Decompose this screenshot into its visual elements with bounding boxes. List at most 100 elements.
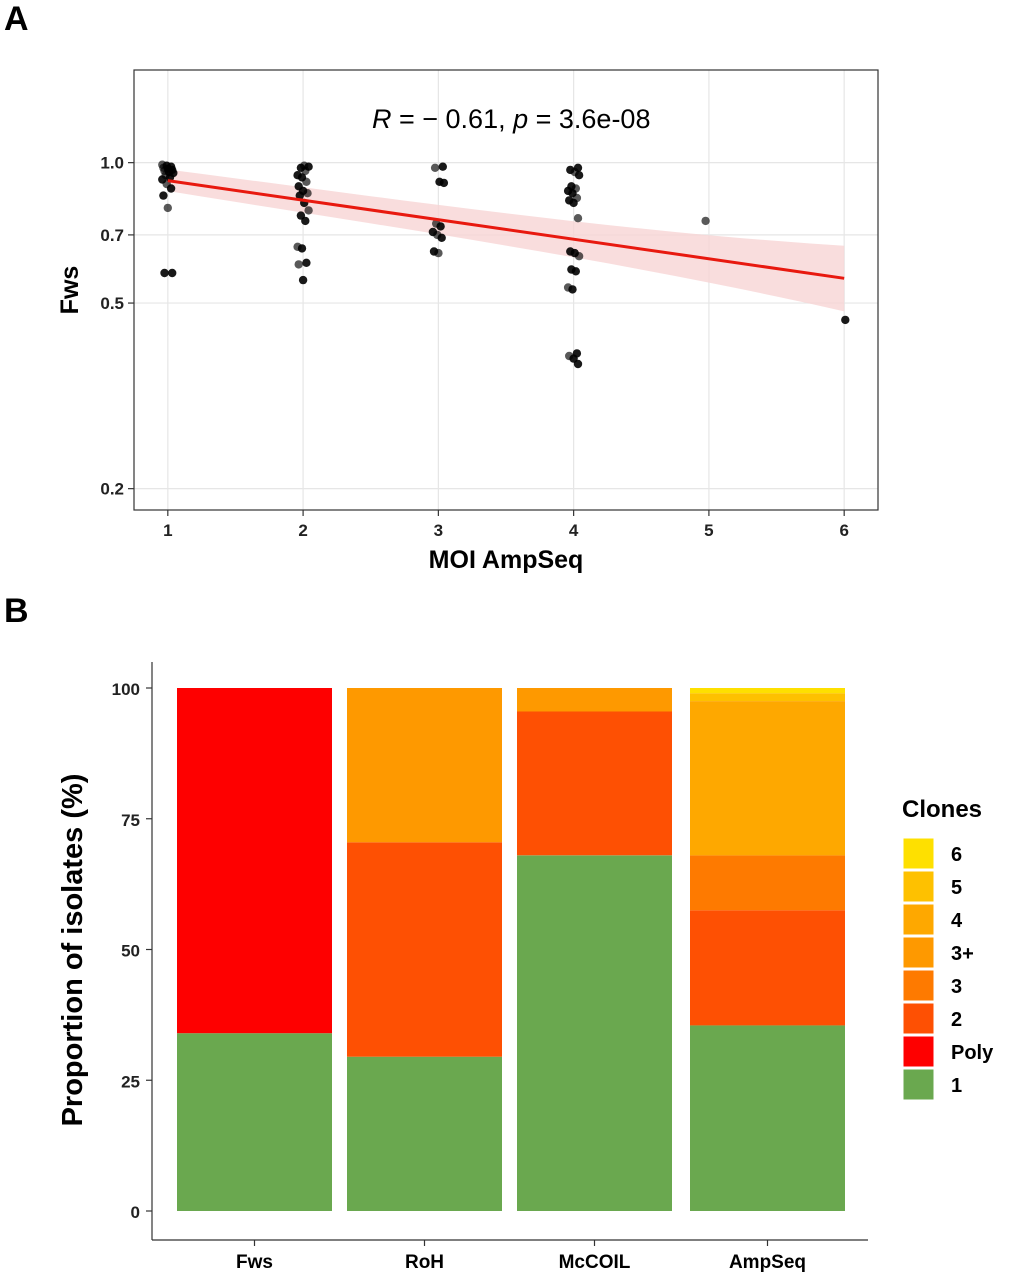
panel-b-bars <box>177 688 845 1211</box>
panel-a-label: A <box>4 0 29 38</box>
panel-a-y-ticks: 0.2 0.5 0.7 1.0 <box>100 154 134 499</box>
legend-swatch <box>902 1002 935 1035</box>
data-point <box>701 216 710 226</box>
data-point <box>302 258 311 267</box>
bar-segment-mccoil-2 <box>517 711 672 856</box>
x-tick-label: 5 <box>704 521 713 540</box>
legend-label: 6 <box>951 844 962 866</box>
legend-label: 1 <box>951 1075 962 1097</box>
category-label: AmpSeq <box>729 1252 806 1273</box>
y-tick-label: 0.7 <box>100 226 124 245</box>
bar-segment-ampseq-5 <box>690 693 845 701</box>
data-point <box>438 162 447 171</box>
x-tick-label: 3 <box>434 521 443 540</box>
y-tick-label: 100 <box>112 680 140 699</box>
legend-swatch <box>902 837 935 870</box>
data-point <box>301 216 310 226</box>
y-tick-label: 0 <box>131 1203 140 1222</box>
panel-b-y-ticks: 0 25 50 75 100 <box>112 680 152 1222</box>
data-point <box>163 203 172 213</box>
data-point <box>165 173 175 182</box>
bar-segment-ampseq-2 <box>690 910 845 1026</box>
panel-b-x-ticks: Fws RoH McCOIL AmpSeq <box>236 1240 806 1273</box>
category-label: McCOIL <box>559 1252 631 1273</box>
legend-label: 4 <box>951 910 963 932</box>
data-point <box>436 222 445 231</box>
category-label: RoH <box>405 1252 444 1273</box>
legend: Clones 6 5 4 3+ 3 2 Poly 1 <box>902 796 994 1101</box>
data-point <box>571 267 580 276</box>
bar-segment-ampseq-4 <box>690 701 845 856</box>
y-tick-label: 75 <box>121 811 140 830</box>
data-point <box>301 166 310 176</box>
legend-swatch <box>902 1035 935 1068</box>
legend-label: 3 <box>951 976 962 998</box>
annotation-r-text: = − 0.61, <box>392 104 514 134</box>
regression-line <box>167 179 845 280</box>
legend-title: Clones <box>902 796 982 823</box>
data-point <box>437 233 446 242</box>
panel-b-label: B <box>4 592 29 630</box>
y-tick-label: 0.5 <box>100 294 124 313</box>
data-point <box>574 171 584 180</box>
legend-label: 2 <box>951 1009 962 1031</box>
y-tick-label: 25 <box>121 1072 140 1091</box>
legend-swatch <box>902 1068 935 1101</box>
data-point <box>573 214 583 223</box>
panel-a: A 1 2 3 4 5 6 0.2 0.5 0.7 1.0 R = − 0.61, p = 3.… <box>4 0 879 574</box>
bar-segment-fws-1 <box>177 1033 332 1211</box>
x-tick-label: 2 <box>298 521 307 540</box>
legend-swatch <box>902 969 935 1002</box>
data-point <box>298 275 308 285</box>
bar-segment-ampseq-6 <box>690 688 845 694</box>
annotation-r-symbol: R <box>372 104 392 134</box>
bar-segment-roh-3plus <box>347 688 502 843</box>
annotation-p-text: = 3.6e-08 <box>528 104 650 134</box>
bar-segment-mccoil-1 <box>517 855 672 1211</box>
legend-swatch <box>902 870 935 903</box>
data-point <box>295 191 304 200</box>
annotation-p-symbol: p <box>512 104 528 134</box>
y-tick-label: 1.0 <box>100 154 124 173</box>
data-point <box>430 163 440 172</box>
panel-a-y-axis-title: Fws <box>56 266 84 315</box>
legend-label: Poly <box>951 1042 994 1064</box>
data-point <box>294 260 303 269</box>
data-point <box>573 359 583 369</box>
correlation-annotation: R = − 0.61, p = 3.6e-08 <box>372 104 650 134</box>
x-tick-label: 6 <box>839 521 848 540</box>
legend-items: 6 5 4 3+ 3 2 Poly 1 <box>902 837 994 1101</box>
panel-a-x-axis-title: MOI AmpSeq <box>429 546 584 574</box>
x-tick-label: 1 <box>163 521 172 540</box>
panel-a-x-ticks: 1 2 3 4 5 6 <box>163 510 849 540</box>
data-point <box>434 248 443 258</box>
data-point <box>574 252 584 261</box>
data-point <box>297 244 307 253</box>
legend-swatch <box>902 903 935 936</box>
data-point <box>302 177 311 186</box>
data-point <box>304 206 313 215</box>
x-tick-label: 4 <box>569 521 579 540</box>
bar-segment-roh-2 <box>347 842 502 1057</box>
data-point <box>303 189 312 198</box>
panel-a-border <box>133 69 879 511</box>
data-point <box>568 285 577 294</box>
panel-b-y-axis-title: Proportion of isolates (%) <box>57 774 89 1127</box>
bar-segment-ampseq-1 <box>690 1025 845 1211</box>
bar-segment-ampseq-3 <box>690 855 845 911</box>
data-point <box>159 191 168 200</box>
data-point <box>166 184 176 193</box>
legend-label: 3+ <box>951 943 974 965</box>
y-tick-label: 0.2 <box>100 480 124 499</box>
bar-segment-mccoil-3plus <box>517 688 672 712</box>
panel-a-points <box>158 160 850 369</box>
data-point <box>841 315 850 325</box>
bar-segment-fws-poly <box>177 688 332 1034</box>
data-point <box>439 178 449 188</box>
data-point <box>569 198 578 208</box>
legend-label: 5 <box>951 877 962 899</box>
category-label: Fws <box>236 1252 273 1273</box>
y-tick-label: 50 <box>121 942 140 961</box>
